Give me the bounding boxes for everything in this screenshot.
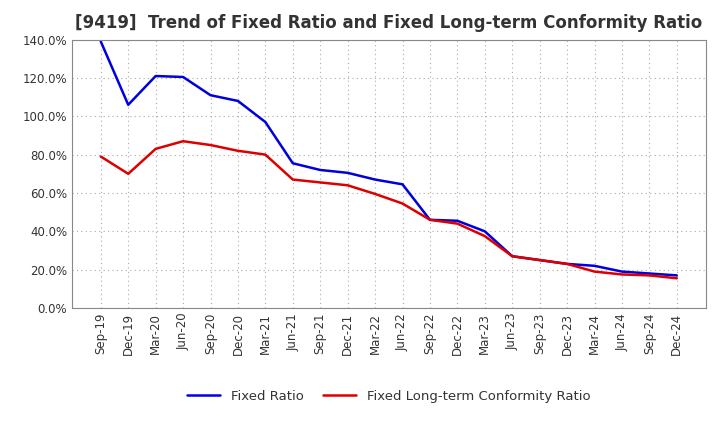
Fixed Ratio [371,177,379,182]
Fixed Ratio [480,229,489,234]
Fixed Long-term Conformity Ratio [124,171,132,176]
Fixed Ratio [289,161,297,166]
Fixed Long-term Conformity Ratio [453,221,462,226]
Fixed Long-term Conformity Ratio [206,143,215,148]
Fixed Ratio [343,170,352,176]
Fixed Long-term Conformity Ratio [590,269,599,274]
Fixed Long-term Conformity Ratio [233,148,242,154]
Title: [9419]  Trend of Fixed Ratio and Fixed Long-term Conformity Ratio: [9419] Trend of Fixed Ratio and Fixed Lo… [75,15,703,33]
Fixed Ratio [233,98,242,103]
Fixed Long-term Conformity Ratio [316,180,325,185]
Fixed Ratio [179,74,187,80]
Fixed Ratio [124,102,132,107]
Fixed Long-term Conformity Ratio [96,154,105,159]
Fixed Long-term Conformity Ratio [672,275,681,281]
Legend: Fixed Ratio, Fixed Long-term Conformity Ratio: Fixed Ratio, Fixed Long-term Conformity … [187,390,590,403]
Fixed Ratio [316,167,325,172]
Fixed Ratio [206,92,215,98]
Fixed Long-term Conformity Ratio [343,183,352,188]
Fixed Ratio [426,217,434,223]
Fixed Ratio [453,218,462,224]
Fixed Long-term Conformity Ratio [508,253,516,259]
Fixed Long-term Conformity Ratio [536,257,544,263]
Fixed Ratio [563,261,572,267]
Fixed Long-term Conformity Ratio [563,261,572,267]
Fixed Long-term Conformity Ratio [618,272,626,277]
Fixed Ratio [672,273,681,278]
Line: Fixed Ratio: Fixed Ratio [101,41,677,275]
Fixed Long-term Conformity Ratio [289,177,297,182]
Fixed Long-term Conformity Ratio [480,234,489,239]
Fixed Long-term Conformity Ratio [179,139,187,144]
Fixed Ratio [261,119,270,125]
Fixed Ratio [398,182,407,187]
Fixed Ratio [536,257,544,263]
Fixed Ratio [151,73,160,79]
Fixed Long-term Conformity Ratio [151,146,160,151]
Fixed Long-term Conformity Ratio [645,273,654,278]
Fixed Long-term Conformity Ratio [371,191,379,197]
Fixed Ratio [96,39,105,44]
Fixed Ratio [618,269,626,274]
Fixed Long-term Conformity Ratio [398,201,407,206]
Fixed Ratio [645,271,654,276]
Fixed Ratio [590,263,599,268]
Fixed Long-term Conformity Ratio [261,152,270,157]
Fixed Ratio [508,253,516,259]
Fixed Long-term Conformity Ratio [426,217,434,223]
Line: Fixed Long-term Conformity Ratio: Fixed Long-term Conformity Ratio [101,141,677,278]
